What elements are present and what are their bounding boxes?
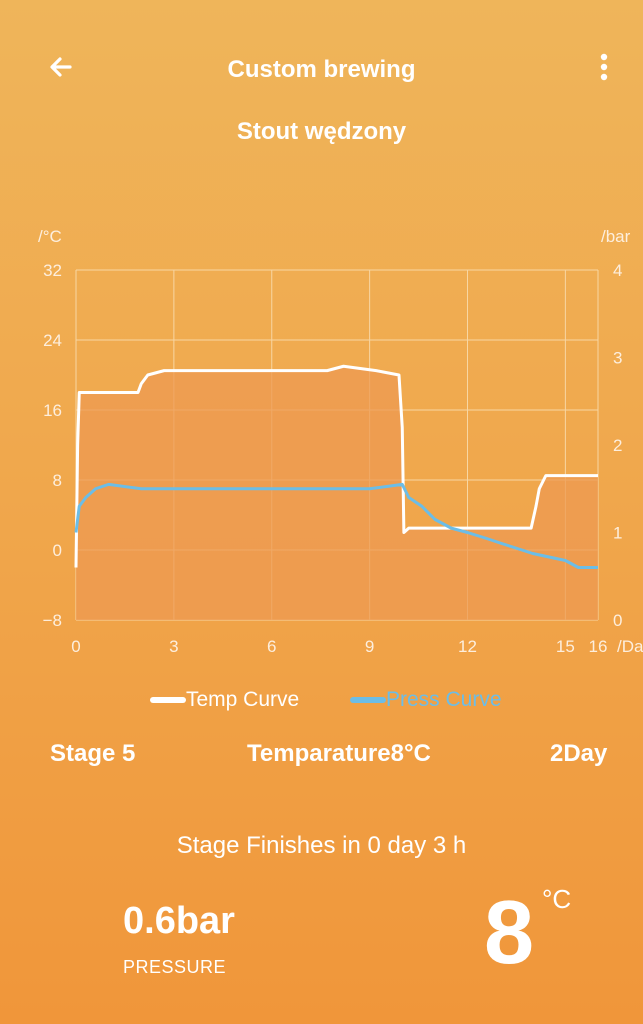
- y-left-tick-label: 24: [43, 331, 62, 350]
- legend-press: Press Curve: [350, 688, 502, 712]
- back-button[interactable]: [44, 50, 78, 84]
- pressure-label: PRESSURE: [123, 957, 227, 977]
- legend-press-label: Press Curve: [386, 688, 502, 711]
- x-axis-label: /Day: [617, 637, 643, 656]
- legend-temp-swatch: [150, 697, 186, 703]
- y-right-tick-label: 0: [613, 611, 622, 630]
- press-line: [74, 482, 598, 569]
- y-left-tick-label: −8: [43, 611, 62, 630]
- temp-area: [76, 366, 598, 620]
- y-left-tick-label: 0: [53, 541, 62, 560]
- temp-line: [74, 364, 598, 568]
- stage-duration: 2Day: [550, 740, 608, 767]
- x-tick-label: 15: [556, 637, 575, 656]
- legend-temp: Temp Curve: [150, 688, 299, 712]
- app-header: Custom brewing Stout wędzony: [0, 0, 643, 145]
- y-left-tick-label: 8: [53, 471, 62, 490]
- pressure-value: 0.6bar: [123, 900, 235, 942]
- y-left-axis-label: /°C: [38, 227, 62, 246]
- y-right-tick-label: 1: [613, 524, 622, 543]
- x-tick-label: 0: [71, 637, 80, 656]
- x-tick-label: 9: [365, 637, 374, 656]
- chart-legend: Temp Curve Press Curve: [0, 688, 643, 718]
- y-right-axis-label: /bar: [601, 227, 631, 246]
- y-right-tick-label: 2: [613, 436, 622, 455]
- y-right-tick-label: 4: [613, 261, 622, 280]
- y-left-tick-label: 16: [43, 401, 62, 420]
- legend-press-swatch: [350, 697, 386, 703]
- stage-temperature: Temparature8°C: [247, 740, 431, 767]
- stage-finish-text: Stage Finishes in 0 day 3 h: [176, 832, 467, 859]
- x-tick-label: 12: [458, 637, 477, 656]
- arrow-left-icon: [50, 57, 72, 77]
- stage-label: Stage 5: [50, 740, 136, 767]
- legend-temp-label: Temp Curve: [186, 688, 300, 711]
- x-tick-label: 16: [589, 637, 608, 656]
- more-options-button[interactable]: [590, 50, 618, 84]
- x-tick-label: 3: [169, 637, 178, 656]
- more-vertical-icon: [600, 53, 608, 81]
- y-right-tick-label: 3: [613, 349, 622, 368]
- x-tick-label: 6: [267, 637, 276, 656]
- y-left-tick-label: 32: [43, 261, 62, 280]
- temperature-unit: °C: [542, 884, 572, 914]
- stage-info-row: Stage 5 Temparature8°C 2Day: [0, 740, 643, 772]
- recipe-name: Stout wędzony: [236, 118, 407, 145]
- temperature-value: 8: [484, 883, 535, 983]
- page-title: Custom brewing: [227, 56, 416, 83]
